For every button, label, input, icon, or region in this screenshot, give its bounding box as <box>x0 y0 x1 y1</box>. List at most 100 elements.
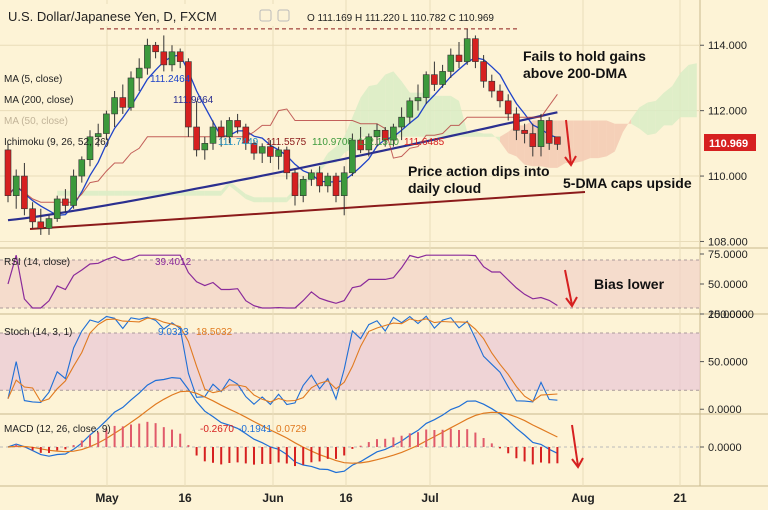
cloud-segment <box>426 92 435 137</box>
cloud-segment <box>442 95 451 137</box>
y-tick-label: 75.0000 <box>708 249 748 261</box>
candle-body <box>324 175 332 187</box>
cloud-segment <box>254 197 263 203</box>
cloud-segment <box>664 86 673 126</box>
value-ichimoku-tenkan: 111.7449 <box>218 137 259 148</box>
candle-body <box>258 146 266 154</box>
candle-body <box>94 133 102 138</box>
cloud-segment <box>360 86 369 137</box>
y-tick-label: 108.000 <box>708 236 748 248</box>
cloud-segment <box>672 73 681 126</box>
candle-body <box>168 51 176 66</box>
cloud-segment <box>655 92 664 134</box>
y-tick-label: 50.0000 <box>708 357 748 369</box>
annotation-fails-line1: Fails to hold gains <box>523 48 646 64</box>
x-tick-label: 16 <box>339 491 353 505</box>
macd-signal-line <box>7 390 558 464</box>
ohlc-readout: O 111.169 H 111.220 L 110.782 C 110.969 <box>307 13 494 24</box>
cloud-segment <box>475 131 484 137</box>
legend-ma5: MA (5, close) <box>4 74 62 85</box>
ma5-line <box>7 54 558 216</box>
settings-icon[interactable] <box>259 9 272 22</box>
cloud-segment <box>57 190 66 196</box>
y-tick-label: 100.0000 <box>708 309 754 321</box>
annotation-price-action-line2: daily cloud <box>408 180 481 196</box>
close-icon[interactable] <box>277 9 290 22</box>
cloud-segment <box>221 180 230 196</box>
cloud-segment <box>90 190 99 196</box>
cloud-segment <box>573 120 582 163</box>
value-ichimoku-span-b: 111.6485 <box>404 137 445 148</box>
x-tick-label: 16 <box>178 491 192 505</box>
value-macd: -0.2670 <box>200 424 234 435</box>
cloud-segment <box>204 190 213 196</box>
candle-body <box>226 120 233 138</box>
x-tick-label: Jun <box>262 491 283 505</box>
candle-body <box>455 54 463 62</box>
last-price-tag <box>704 134 756 151</box>
legend-macd: MACD (12, 26, close, 9) <box>4 424 111 435</box>
macd-line <box>7 376 558 474</box>
cloud-segment <box>598 120 607 159</box>
cloud-segment <box>508 125 517 157</box>
cloud-segment <box>459 100 468 137</box>
candle-body <box>29 208 36 223</box>
cloud-segment <box>639 102 648 136</box>
cloud-segment <box>631 107 640 129</box>
candle-body <box>447 54 455 72</box>
candle-body <box>513 113 520 131</box>
kijun-line <box>7 94 558 203</box>
cloud-segment <box>213 190 222 196</box>
candle-body <box>349 139 356 174</box>
candle-body <box>422 74 430 98</box>
cloud-segment <box>336 136 345 163</box>
cloud-segment <box>114 190 123 196</box>
cloud-segment <box>500 131 509 154</box>
y-tick-label: 114.000 <box>708 40 747 52</box>
cloud-segment <box>680 64 689 118</box>
cloud-segment <box>688 63 697 118</box>
arrow-icon-price <box>564 119 577 167</box>
value-ichimoku-chikou: 110.9700 <box>312 137 353 148</box>
value-rsi: 39.4012 <box>155 257 192 268</box>
candle-body <box>267 146 274 157</box>
candle-body <box>160 51 168 66</box>
cloud-segment <box>131 190 140 196</box>
value-ma5: 111.2464 <box>150 74 191 85</box>
candle-body <box>119 97 127 108</box>
candle-body <box>78 159 86 177</box>
candle-body <box>340 172 348 196</box>
cloud-segment <box>606 120 615 157</box>
candle-body <box>111 97 118 115</box>
candle-body <box>406 100 414 118</box>
candle-body <box>144 44 151 69</box>
candle-body <box>390 126 397 141</box>
candle-body <box>332 175 340 196</box>
candle-body <box>37 221 45 229</box>
candle-body <box>504 100 512 115</box>
candle-body <box>463 38 471 62</box>
candle-body <box>537 120 545 147</box>
y-tick-label: 110.000 <box>708 171 747 183</box>
legend-stoch: Stoch (14, 3, 1) <box>4 327 72 338</box>
candle-body <box>4 149 12 196</box>
legend-ma50: MA (50, close) <box>4 116 68 127</box>
cloud-segment <box>590 120 599 159</box>
cloud-segment <box>262 197 271 203</box>
candle-body <box>439 71 446 85</box>
gridlines <box>0 0 768 487</box>
legend-ma200: MA (200, close) <box>4 95 73 106</box>
cloud-segment <box>516 125 525 165</box>
cloud-segment <box>434 95 443 137</box>
value-stoch-d: 18.5032 <box>196 327 233 338</box>
chart-header-bg <box>0 4 308 26</box>
cloud-segment <box>623 118 632 132</box>
last-price-value: 110.969 <box>709 138 748 150</box>
candle-body <box>545 120 553 144</box>
cloud-segment <box>385 71 394 137</box>
value-ichimoku-span-a: 112.1510 <box>358 137 399 148</box>
cloud-segment <box>245 194 254 203</box>
indicator-lines <box>7 54 586 474</box>
candle-body <box>529 133 537 147</box>
